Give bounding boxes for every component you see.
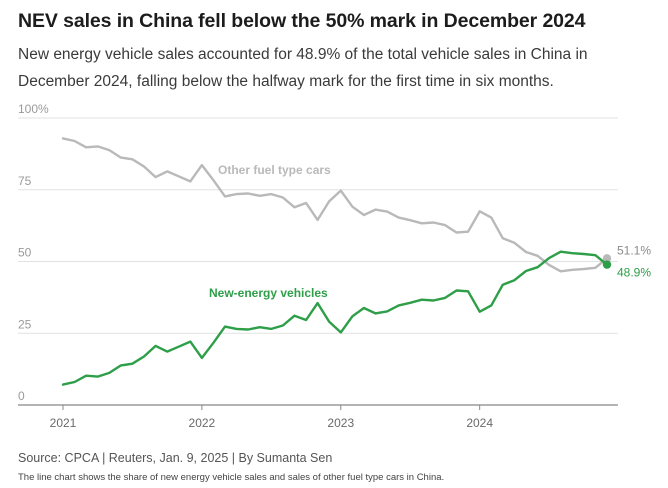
series-end-point-nev	[602, 260, 612, 269]
x-axis: 2021 2022 2023 2024	[18, 404, 618, 430]
y-tick-label: 0	[18, 389, 25, 403]
gridlines: 0 25 50 75 100%	[18, 102, 618, 403]
x-tick-label: 2021	[50, 416, 77, 430]
chart-subtitle: New energy vehicle sales accounted for 4…	[18, 46, 588, 90]
series-end-point-other-fuel	[602, 254, 612, 263]
series-label: New-energy vehicles	[209, 286, 328, 300]
chart-title: NEV sales in China fell below the 50% ma…	[18, 10, 586, 32]
y-tick-label: 50	[18, 246, 32, 260]
series-line-nev	[61, 250, 609, 386]
x-tick-label: 2024	[466, 416, 493, 430]
series-label: Other fuel type cars	[218, 163, 331, 177]
source-note: Source: CPCA | Reuters, Jan. 9, 2025 | B…	[18, 451, 333, 465]
series-lines	[61, 137, 612, 386]
chart-labels: Other fuel type cars New-energy vehicles 5…	[209, 163, 651, 300]
x-tick-label: 2023	[327, 416, 354, 430]
end-value-label: 51.1%	[617, 243, 651, 257]
y-tick-label: 25	[18, 317, 32, 331]
end-value-label: 48.9%	[617, 266, 651, 280]
y-tick-label: 75	[18, 174, 32, 188]
x-tick-label: 2022	[189, 416, 216, 430]
series-line-other-fuel	[61, 137, 609, 273]
y-tick-label: 100%	[18, 102, 49, 116]
chart-caption: The line chart shows the share of new en…	[18, 472, 445, 483]
